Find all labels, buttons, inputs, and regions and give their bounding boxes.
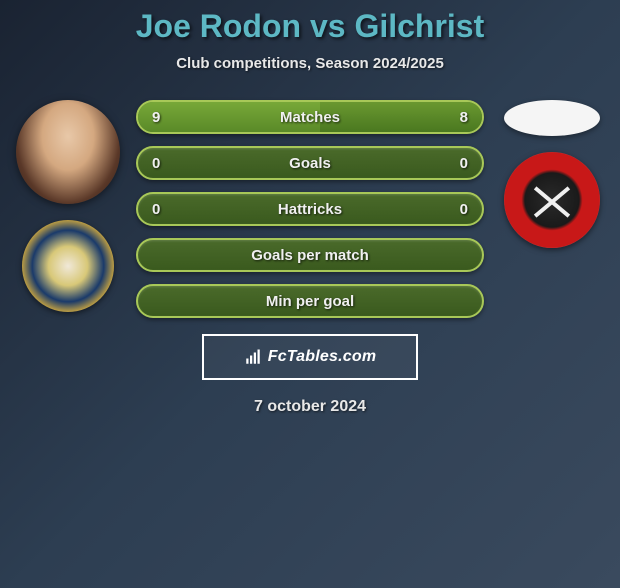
stat-left-value: 0 bbox=[152, 201, 160, 218]
left-column bbox=[8, 100, 128, 312]
stat-label: Goals bbox=[289, 155, 331, 172]
stat-bar-goals: 0 Goals 0 bbox=[136, 146, 484, 180]
comparison-title: Joe Rodon vs Gilchrist bbox=[0, 8, 620, 45]
player2-club-badge bbox=[504, 152, 600, 248]
stat-left-value: 0 bbox=[152, 155, 160, 172]
vs-connector: vs bbox=[310, 8, 346, 44]
bar-chart-icon bbox=[244, 348, 262, 366]
player2-name: Gilchrist bbox=[354, 8, 484, 44]
stat-bar-hattricks: 0 Hattricks 0 bbox=[136, 192, 484, 226]
stat-bar-min-per-goal: Min per goal bbox=[136, 284, 484, 318]
stat-label: Hattricks bbox=[278, 201, 342, 218]
stat-right-value: 8 bbox=[460, 109, 468, 126]
stats-column: 9 Matches 8 0 Goals 0 0 Hattricks 0 Goal… bbox=[128, 100, 492, 318]
stat-bar-matches: 9 Matches 8 bbox=[136, 100, 484, 134]
stat-fill-right bbox=[320, 102, 482, 132]
stat-label: Goals per match bbox=[251, 247, 369, 264]
player1-name: Joe Rodon bbox=[136, 8, 301, 44]
stat-left-value: 9 bbox=[152, 109, 160, 126]
right-column bbox=[492, 100, 612, 248]
content-row: 9 Matches 8 0 Goals 0 0 Hattricks 0 Goal… bbox=[0, 100, 620, 318]
stat-right-value: 0 bbox=[460, 201, 468, 218]
stat-right-value: 0 bbox=[460, 155, 468, 172]
stat-label: Min per goal bbox=[266, 293, 354, 310]
watermark-text: FcTables.com bbox=[268, 348, 377, 366]
date: 7 october 2024 bbox=[0, 398, 620, 416]
watermark: FcTables.com bbox=[202, 334, 418, 380]
stat-bar-goals-per-match: Goals per match bbox=[136, 238, 484, 272]
stat-label: Matches bbox=[280, 109, 340, 126]
player1-club-badge bbox=[22, 220, 114, 312]
subtitle: Club competitions, Season 2024/2025 bbox=[0, 55, 620, 72]
player1-portrait bbox=[16, 100, 120, 204]
player2-silhouette bbox=[504, 100, 600, 136]
